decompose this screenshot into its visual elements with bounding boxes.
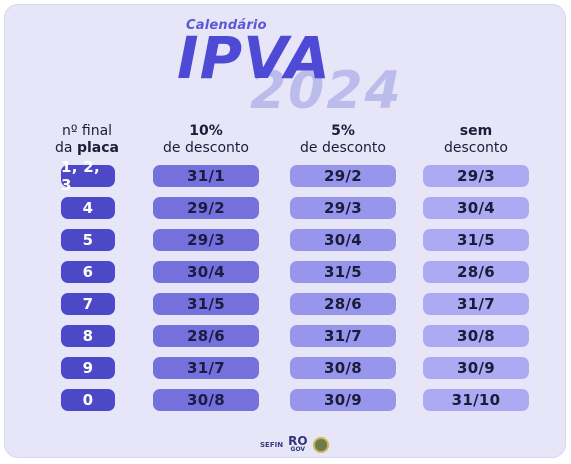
- date-5-cell: 28/6: [290, 293, 396, 315]
- date-10-cell: 31/5: [153, 293, 259, 315]
- state-seal-icon: [312, 436, 329, 453]
- date-0-cell: 31/10: [423, 389, 529, 411]
- plate-cell: 6: [61, 261, 115, 283]
- date-0-cell: 31/7: [423, 293, 529, 315]
- date-0-cell: 29/3: [423, 165, 529, 187]
- plate-cell: 0: [61, 389, 115, 411]
- header-no-discount: sem desconto: [413, 123, 539, 157]
- date-10-cell: 28/6: [153, 325, 259, 347]
- plate-cell: 1, 2, 3: [61, 158, 115, 194]
- header-10-line2: de desconto: [163, 140, 249, 156]
- header-5-line2: de desconto: [300, 140, 386, 156]
- ipva-calendar-card: Calendário 2024 IPVA nº final da placa 1…: [4, 4, 566, 458]
- date-10-cell: 29/3: [153, 229, 259, 251]
- page-title: IPVA: [177, 24, 331, 92]
- date-5-cell: 30/8: [290, 357, 396, 379]
- header-plate-line1: nº final: [61, 123, 113, 139]
- sefin-logo: SEFIN: [260, 440, 284, 449]
- header-plate-prefix: da: [55, 140, 77, 156]
- ro-text: RO: [288, 434, 308, 448]
- header-plate: nº final da placa: [45, 123, 129, 157]
- date-10-cell: 30/8: [153, 389, 259, 411]
- date-5-cell: 29/2: [290, 165, 396, 187]
- plate-cell: 8: [61, 325, 115, 347]
- date-5-cell: 30/4: [290, 229, 396, 251]
- date-0-cell: 28/6: [423, 261, 529, 283]
- date-10-cell: 31/1: [153, 165, 259, 187]
- plate-cell: 7: [61, 293, 115, 315]
- header-10-line1: 10%: [189, 123, 223, 139]
- header-5-line1: 5%: [331, 123, 355, 139]
- date-5-cell: 31/7: [290, 325, 396, 347]
- date-5-cell: 29/3: [290, 197, 396, 219]
- date-5-cell: 30/9: [290, 389, 396, 411]
- header-no-line1: sem: [459, 123, 493, 139]
- header-5-discount: 5% de desconto: [280, 123, 406, 157]
- plate-cell: 9: [61, 357, 115, 379]
- date-0-cell: 30/9: [423, 357, 529, 379]
- date-0-cell: 30/8: [423, 325, 529, 347]
- date-5-cell: 31/5: [290, 261, 396, 283]
- gov-text: GOV: [290, 446, 306, 453]
- date-10-cell: 30/4: [153, 261, 259, 283]
- year-watermark: 2024: [250, 61, 403, 121]
- header-plate-line2: da placa: [45, 140, 129, 157]
- date-10-cell: 31/7: [153, 357, 259, 379]
- ro-gov-logo: RO GOV: [288, 434, 308, 453]
- header-10-discount: 10% de desconto: [143, 123, 269, 157]
- plate-cell: 4: [61, 197, 115, 219]
- plate-cell: 5: [61, 229, 115, 251]
- date-0-cell: 30/4: [423, 197, 529, 219]
- header-no-line2: desconto: [444, 140, 508, 156]
- date-10-cell: 29/2: [153, 197, 259, 219]
- footer-logos: SEFIN RO GOV: [260, 434, 329, 453]
- supertitle: Calendário: [186, 18, 267, 33]
- header-plate-bold: placa: [76, 140, 119, 156]
- date-0-cell: 31/5: [423, 229, 529, 251]
